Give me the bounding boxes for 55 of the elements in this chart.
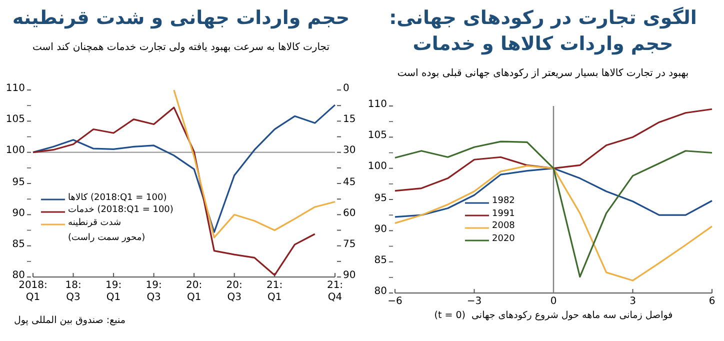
x-tick-label: −6 [388,296,402,307]
legend-label: خدمات (2018:Q1 = 100) [68,205,174,216]
x-tick-label: 3 [630,296,636,307]
x-tick-label: 2018: Q1 [18,280,48,302]
y2-tick-label: 15 [343,114,356,126]
x-tick-label: 20: Q1 [186,280,202,302]
y2-tick-label: 60 [343,208,356,220]
legend-label: کالاها (2018:Q1 = 100) [68,192,167,203]
y-tick-label: 90 [374,224,387,236]
x-tick-label: 18: Q3 [65,280,82,302]
annotation: (محور سمت راست) [68,233,146,244]
line-series [394,108,713,192]
y-tick-label: 90 [12,208,25,220]
line-series [394,165,713,282]
y2-tick-label: 75 [343,238,356,250]
x-tick-label: 19: Q3 [146,280,162,302]
y-tick-label: 100 [6,145,25,157]
y-tick-label: 85 [374,254,387,266]
line-series [394,140,713,278]
y-tick-label: 85 [12,238,25,250]
y-tick-label: 95 [374,192,387,204]
legend-label: 2020 [492,234,515,244]
chart-subtitle: بهبود در تجارت کالاها بسیار سریعتر از رکودهای جهانی قبلی بوده است [396,68,690,80]
x-tick-label: 21: Q1 [266,280,283,302]
y2-tick-label: 45 [343,176,356,188]
legend-label: 1982 [492,196,515,206]
legend-label: 1991 [492,208,515,219]
x-tick-label: 6 [708,296,716,307]
line-series [32,106,316,276]
line-series [32,104,336,233]
y-tick-label: 80 [12,270,25,281]
line-series [173,89,336,238]
y-tick-label: 110 [368,99,387,110]
legend-label: 2008 [492,221,515,232]
line-series [394,168,713,218]
text: منبع: صندوق بین المللی پول [14,315,126,327]
y-tick-label: 110 [6,83,25,94]
x-tick-label: 19: Q1 [106,280,122,302]
x-tick-label: 0 [550,296,557,307]
chart-title: حجم واردات جهانی و شدت قرنطینه [11,7,351,30]
y2-tick-label: 30 [343,145,356,157]
y2-tick-label: 90 [343,270,356,282]
y-tick-label: 80 [374,286,387,298]
x-tick-label: −3 [466,296,482,307]
chart-title: الگوی تجارت در رکودهای جهانی: حجم واردات کالاها و خدمات [388,7,698,56]
x-axis-title: (t = 0) فواصل زمانی سه ماهه حول شروع رکودهای جهانی [433,310,674,322]
x-tick-label: 20: Q3 [226,280,242,302]
y2-tick-label: 0 [343,83,350,94]
chart-subtitle: تجارت کالاها به سرعت بهبود یافته ولی تجارت خدمات همچنان کند است [31,42,331,54]
legend-label: شدت قرنطینه [68,218,122,228]
y-tick-label: 105 [6,114,25,126]
x-tick-label: 21: Q4 [326,280,344,302]
y-tick-label: 100 [368,161,387,173]
y-tick-label: 95 [12,176,25,188]
y-tick-label: 105 [368,130,387,142]
